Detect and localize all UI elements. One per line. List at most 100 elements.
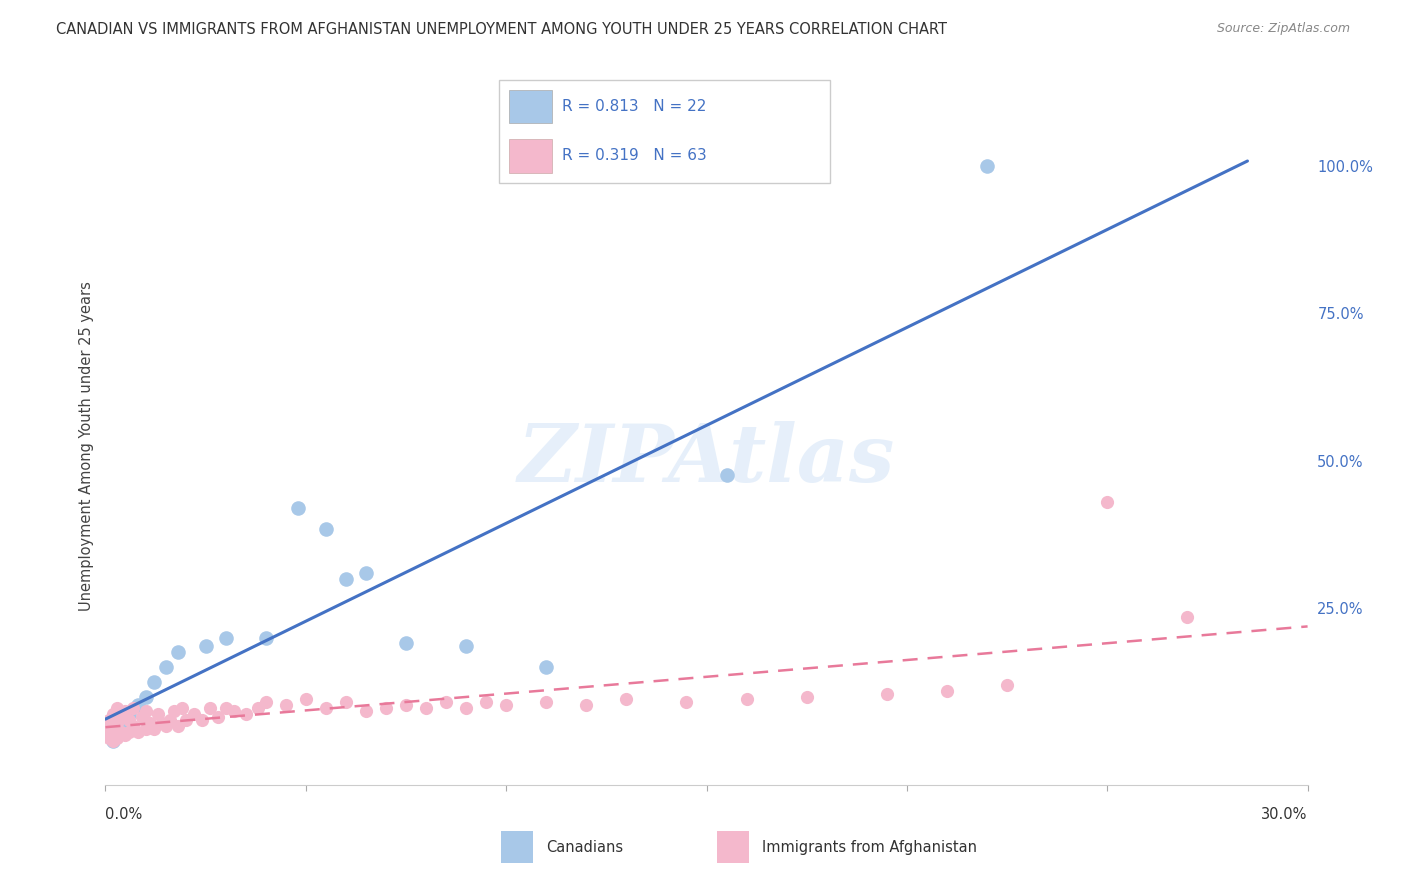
Point — [107, 716, 129, 731]
Point — [716, 468, 738, 483]
Point — [107, 728, 129, 742]
Point — [146, 707, 169, 722]
Point — [735, 692, 758, 706]
Point — [1097, 495, 1119, 509]
Text: R = 0.319   N = 63: R = 0.319 N = 63 — [562, 148, 707, 163]
Point — [995, 678, 1018, 692]
Point — [796, 690, 818, 704]
Point — [118, 707, 141, 722]
Bar — [509, 89, 553, 123]
Point — [98, 713, 121, 727]
Text: ZIPAtlas: ZIPAtlas — [517, 421, 896, 499]
Point — [135, 690, 157, 704]
Point — [118, 713, 141, 727]
Point — [315, 522, 337, 536]
Point — [936, 683, 959, 698]
Point — [107, 731, 129, 745]
Point — [675, 695, 697, 709]
Point — [138, 716, 160, 731]
Point — [114, 728, 136, 742]
Point — [976, 159, 998, 173]
Point — [135, 704, 157, 718]
Text: Source: ZipAtlas.com: Source: ZipAtlas.com — [1216, 22, 1350, 36]
Point — [135, 722, 157, 736]
Bar — [501, 831, 533, 863]
Point — [214, 631, 236, 645]
Text: Canadians: Canadians — [546, 840, 623, 855]
Point — [131, 710, 153, 724]
Point — [114, 716, 136, 731]
Point — [534, 660, 557, 674]
Point — [295, 692, 318, 706]
Point — [454, 701, 477, 715]
Point — [876, 687, 898, 701]
Point — [166, 719, 188, 733]
Point — [214, 701, 236, 715]
Point — [166, 645, 188, 659]
Point — [194, 640, 217, 654]
Point — [235, 707, 257, 722]
Point — [454, 640, 477, 654]
Point — [127, 725, 149, 739]
Point — [155, 660, 177, 674]
Point — [122, 701, 145, 715]
Point — [150, 716, 173, 731]
Point — [155, 719, 177, 733]
Point — [395, 698, 418, 713]
Point — [335, 695, 357, 709]
Point — [110, 722, 132, 736]
Point — [127, 698, 149, 713]
Text: CANADIAN VS IMMIGRANTS FROM AFGHANISTAN UNEMPLOYMENT AMONG YOUTH UNDER 25 YEARS : CANADIAN VS IMMIGRANTS FROM AFGHANISTAN … — [56, 22, 948, 37]
Point — [246, 701, 269, 715]
Point — [142, 722, 165, 736]
Point — [616, 692, 638, 706]
Point — [183, 707, 205, 722]
Point — [170, 701, 193, 715]
Text: 0.0%: 0.0% — [105, 807, 142, 822]
Point — [190, 713, 212, 727]
Point — [354, 704, 377, 718]
Point — [395, 636, 418, 650]
Point — [374, 701, 398, 715]
Point — [142, 674, 165, 689]
Point — [274, 698, 297, 713]
Point — [118, 725, 141, 739]
Y-axis label: Unemployment Among Youth under 25 years: Unemployment Among Youth under 25 years — [79, 281, 94, 611]
Point — [415, 701, 437, 715]
Point — [534, 695, 557, 709]
Point — [98, 731, 121, 745]
Point — [110, 725, 132, 739]
Point — [122, 719, 145, 733]
Point — [287, 500, 309, 515]
Point — [315, 701, 337, 715]
Point — [107, 701, 129, 715]
Point — [174, 713, 197, 727]
Point — [475, 695, 498, 709]
Point — [254, 631, 277, 645]
FancyBboxPatch shape — [499, 80, 830, 183]
Point — [198, 701, 221, 715]
Point — [222, 704, 245, 718]
Point — [254, 695, 277, 709]
Bar — [717, 831, 748, 863]
Text: 30.0%: 30.0% — [1261, 807, 1308, 822]
Point — [162, 704, 184, 718]
Point — [159, 713, 181, 727]
Point — [1177, 610, 1199, 624]
Text: R = 0.813   N = 22: R = 0.813 N = 22 — [562, 99, 706, 114]
Text: Immigrants from Afghanistan: Immigrants from Afghanistan — [762, 840, 977, 855]
Point — [434, 695, 457, 709]
Point — [495, 698, 517, 713]
Bar — [509, 139, 553, 173]
Point — [103, 733, 125, 747]
Point — [354, 566, 377, 580]
Point — [103, 719, 125, 733]
Point — [335, 572, 357, 586]
Point — [114, 704, 136, 718]
Point — [103, 733, 125, 747]
Point — [103, 707, 125, 722]
Point — [575, 698, 598, 713]
Point — [207, 710, 229, 724]
Point — [110, 710, 132, 724]
Point — [98, 722, 121, 736]
